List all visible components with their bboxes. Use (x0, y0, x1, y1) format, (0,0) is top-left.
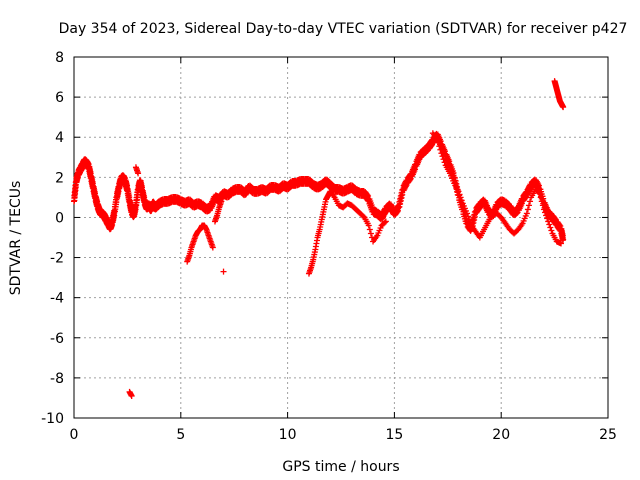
data-point (381, 219, 388, 226)
data-point (544, 215, 551, 222)
data-point (397, 200, 404, 207)
data-point (540, 206, 547, 213)
data-point (437, 146, 444, 153)
y-tick-label: 0 (55, 210, 64, 226)
data-point (366, 226, 373, 233)
y-tick-label: -2 (50, 251, 64, 267)
x-tick-label: 0 (70, 427, 79, 443)
data-point (402, 183, 409, 190)
tick-layer: 0 5 10 15 20 25 -10 -8 -6 -4 -2 0 2 4 6 8 (41, 50, 617, 443)
data-point (434, 136, 441, 143)
data-point (543, 212, 550, 219)
grid-layer (74, 57, 608, 418)
data-point (536, 190, 543, 197)
data-point (440, 156, 447, 163)
data-point (541, 209, 548, 216)
data-point (381, 211, 388, 218)
x-tick-label: 25 (599, 427, 617, 443)
y-tick-label: -10 (41, 411, 64, 427)
data-point (435, 139, 442, 146)
y-tick-label: 8 (55, 50, 64, 66)
data-point (546, 221, 553, 228)
data-point (471, 213, 478, 220)
data-point (72, 184, 79, 191)
data-point (407, 176, 414, 183)
data-point (441, 159, 448, 166)
data-point (456, 191, 463, 198)
data-point (548, 227, 555, 234)
data-point (394, 208, 401, 215)
data-point (560, 104, 567, 111)
data-point (438, 150, 445, 157)
data-point (209, 244, 216, 251)
x-tick-label: 5 (176, 427, 185, 443)
data-point (464, 210, 471, 217)
data-marks (71, 78, 567, 399)
data-point (428, 142, 435, 149)
data-point (439, 153, 446, 160)
data-point (539, 202, 546, 209)
data-point (522, 194, 529, 201)
y-tick-label: -8 (50, 371, 64, 387)
y-tick-label: -6 (50, 331, 64, 347)
data-point (218, 198, 225, 205)
y-tick-label: -4 (50, 291, 64, 307)
data-point (513, 210, 520, 217)
data-point (382, 218, 389, 225)
data-point (412, 166, 419, 173)
chart-title: Day 354 of 2023, Sidereal Day-to-day VTE… (59, 21, 628, 37)
y-tick-label: 2 (55, 170, 64, 186)
data-point (220, 268, 227, 275)
data-point (457, 194, 464, 201)
data-point (535, 189, 542, 196)
data-point (560, 236, 567, 243)
y-tick-label: 6 (55, 90, 64, 106)
data-point (467, 219, 474, 226)
data-point (525, 202, 532, 209)
data-point (523, 210, 530, 217)
data-point (524, 206, 531, 213)
data-point (134, 191, 141, 198)
data-point (360, 213, 367, 220)
data-point (436, 143, 443, 150)
data-point (396, 203, 403, 210)
data-point (466, 216, 473, 223)
data-point (538, 198, 545, 205)
data-point (455, 188, 462, 195)
x-tick-label: 20 (492, 427, 510, 443)
y-tick-label: 4 (55, 130, 64, 146)
data-point (527, 198, 534, 205)
data-point (365, 222, 372, 229)
data-point (465, 213, 472, 220)
data-point (537, 194, 544, 201)
data-point (545, 218, 552, 225)
data-point (394, 207, 401, 214)
data-point (399, 191, 406, 198)
data-point (367, 230, 374, 237)
x-tick-label: 15 (385, 427, 403, 443)
y-axis-label: SDTVAR / TECUs (8, 181, 24, 296)
data-point (526, 187, 533, 194)
data-point (128, 392, 135, 399)
data-point (458, 197, 465, 204)
data-point (398, 194, 405, 201)
plot-frame (73, 56, 609, 419)
x-axis-label: GPS time / hours (282, 459, 399, 475)
data-point (558, 240, 565, 247)
data-point (397, 197, 404, 204)
data-point (135, 170, 142, 177)
data-point (547, 224, 554, 231)
x-tick-label: 10 (279, 427, 297, 443)
